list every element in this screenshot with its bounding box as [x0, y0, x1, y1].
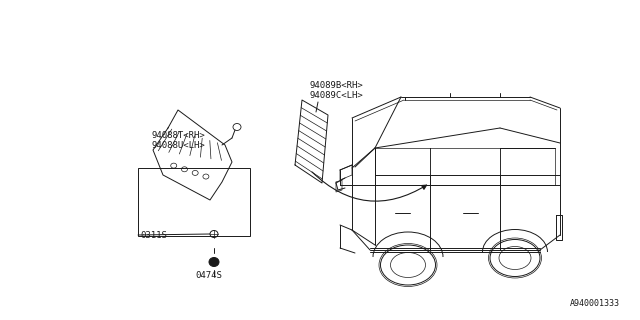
Ellipse shape: [209, 258, 219, 267]
Text: 94088U<LH>: 94088U<LH>: [152, 140, 205, 149]
Text: A940001333: A940001333: [570, 299, 620, 308]
Text: 94089B<RH>: 94089B<RH>: [310, 81, 364, 90]
Text: 0311S: 0311S: [140, 230, 167, 239]
Text: 0474S: 0474S: [195, 270, 222, 279]
Text: 94088T<RH>: 94088T<RH>: [152, 131, 205, 140]
Bar: [138, 168, 250, 236]
Text: 94089C<LH>: 94089C<LH>: [310, 91, 364, 100]
